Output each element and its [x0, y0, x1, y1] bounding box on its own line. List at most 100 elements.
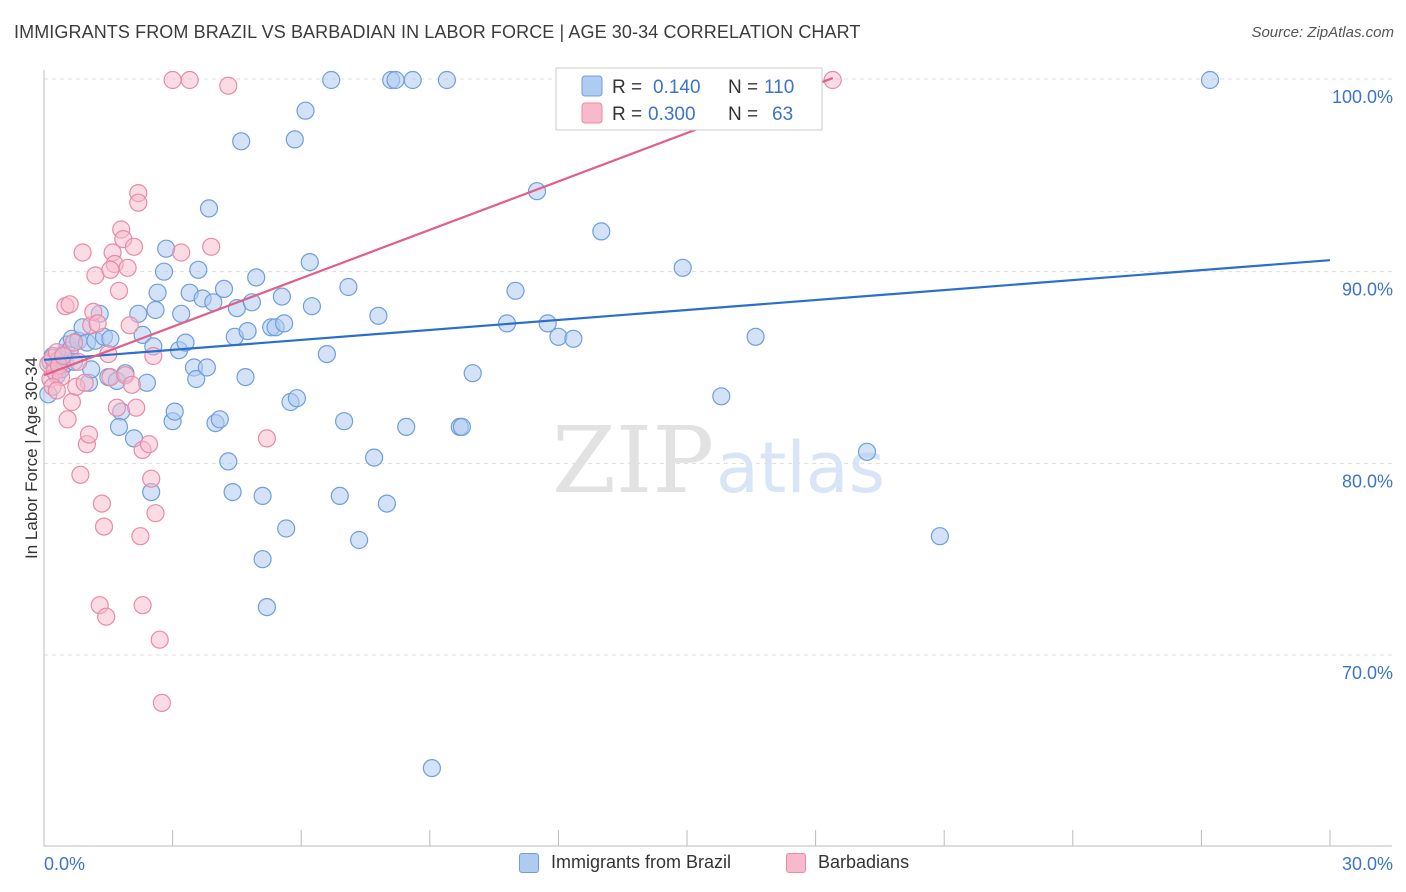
data-point-brazil	[187, 369, 206, 389]
data-point-brazil	[403, 70, 422, 90]
data-point-brazil	[365, 448, 384, 467]
legend-n-value-1: 110	[764, 77, 794, 98]
data-point-brazil	[673, 258, 692, 277]
data-point-barbadians	[122, 375, 141, 394]
legend-top: R = 0.140 N = 110 R = 0.300 N = 63	[555, 67, 823, 131]
data-point-brazil	[236, 368, 255, 387]
data-point-barbadians	[202, 237, 221, 256]
data-point-brazil	[214, 279, 234, 298]
data-point-brazil	[109, 417, 129, 436]
data-point-brazil	[538, 314, 557, 333]
data-point-brazil	[210, 410, 229, 429]
data-point-barbadians	[60, 295, 79, 314]
data-point-brazil	[339, 277, 358, 297]
data-point-brazil	[350, 530, 369, 550]
data-point-brazil	[746, 327, 765, 346]
data-point-barbadians	[120, 316, 139, 335]
data-point-barbadians	[127, 398, 146, 417]
data-point-barbadians	[152, 693, 171, 713]
data-point-brazil	[397, 417, 416, 436]
data-point-brazil	[146, 300, 165, 320]
data-point-brazil	[564, 329, 583, 348]
data-point-brazil	[238, 322, 257, 341]
data-point-brazil	[199, 199, 219, 218]
data-point-brazil	[322, 70, 341, 90]
data-point-brazil	[300, 253, 319, 272]
data-point-barbadians	[139, 435, 159, 454]
data-point-brazil	[176, 333, 195, 352]
y-tick-labels: 100.0% 90.0% 80.0% 70.0%	[1332, 87, 1393, 683]
data-point-brazil	[137, 373, 156, 392]
data-point-barbadians	[133, 596, 152, 615]
data-point-brazil	[219, 452, 238, 471]
data-point-brazil	[296, 101, 315, 120]
legend-r-value-2: 0.300	[648, 104, 696, 125]
data-point-barbadians	[58, 410, 77, 429]
x-tick-label: 30.0%	[1342, 854, 1393, 874]
chart-title: IMMIGRANTS FROM BRAZIL VS BARBADIAN IN L…	[14, 22, 861, 42]
data-point-brazil	[154, 262, 174, 281]
data-point-barbadians	[79, 425, 99, 444]
data-point-barbadians	[823, 70, 842, 90]
data-point-brazil	[223, 483, 242, 502]
data-point-barbadians	[75, 373, 94, 392]
x-tick-label: 0.0%	[44, 854, 85, 874]
legend-swatch-brazil-bottom	[519, 852, 539, 873]
data-point-barbadians	[150, 630, 169, 649]
data-point-barbadians	[219, 76, 238, 95]
series-barbadians-points	[39, 70, 842, 713]
axes	[43, 70, 1392, 847]
data-point-brazil	[437, 70, 456, 90]
data-point-brazil	[335, 412, 354, 431]
watermark-zip: ZIP	[552, 407, 714, 514]
data-point-barbadians	[101, 260, 120, 279]
data-point-brazil	[257, 597, 276, 617]
data-point-barbadians	[163, 70, 182, 90]
data-point-brazil	[277, 519, 296, 538]
legend-r-label-1: R =	[612, 77, 642, 98]
data-point-barbadians	[124, 237, 144, 256]
x-tick-labels: 0.0% 30.0%	[44, 854, 1393, 874]
data-point-brazil	[253, 486, 272, 505]
data-point-barbadians	[101, 368, 120, 387]
data-point-barbadians	[94, 517, 114, 536]
data-point-barbadians	[62, 392, 82, 412]
data-point-barbadians	[142, 469, 161, 488]
data-point-barbadians	[97, 607, 116, 626]
legend-r-value-1: 0.140	[653, 77, 701, 98]
legend-item-brazil: Immigrants from Brazil	[519, 852, 731, 873]
legend-r-label-2: R =	[612, 104, 642, 125]
data-point-barbadians	[172, 243, 191, 262]
data-point-brazil	[285, 130, 304, 149]
data-point-barbadians	[180, 70, 199, 90]
data-point-brazil	[157, 239, 176, 258]
data-point-barbadians	[88, 314, 107, 333]
data-point-brazil	[172, 304, 191, 323]
data-point-barbadians	[107, 398, 127, 417]
data-point-brazil	[452, 417, 471, 436]
y-tick-label: 90.0%	[1342, 280, 1393, 300]
data-point-brazil	[369, 306, 388, 325]
gridlines	[44, 78, 1392, 656]
x-ticks	[43, 830, 1331, 846]
legend-n-label-2: N =	[728, 104, 758, 125]
data-point-brazil	[148, 283, 167, 302]
data-point-barbadians	[109, 281, 129, 300]
data-point-brazil	[317, 345, 336, 364]
legend-item-barbadians: Barbadians	[786, 852, 909, 873]
data-point-brazil	[386, 70, 405, 90]
source-label: Source: ZipAtlas.com	[1251, 24, 1394, 41]
data-point-brazil	[232, 132, 251, 151]
legend-swatch-barbadians-bottom	[786, 852, 806, 873]
legend-swatch-barbadians	[581, 102, 603, 124]
data-point-brazil	[165, 402, 184, 421]
data-point-barbadians	[47, 381, 67, 400]
watermark: ZIP atlas	[552, 407, 885, 514]
data-point-brazil	[101, 329, 120, 348]
legend-n-value-2: 63	[772, 104, 793, 125]
data-point-brazil	[275, 314, 294, 333]
data-point-barbadians	[92, 494, 112, 513]
data-point-brazil	[247, 268, 266, 287]
data-point-brazil	[930, 527, 950, 546]
